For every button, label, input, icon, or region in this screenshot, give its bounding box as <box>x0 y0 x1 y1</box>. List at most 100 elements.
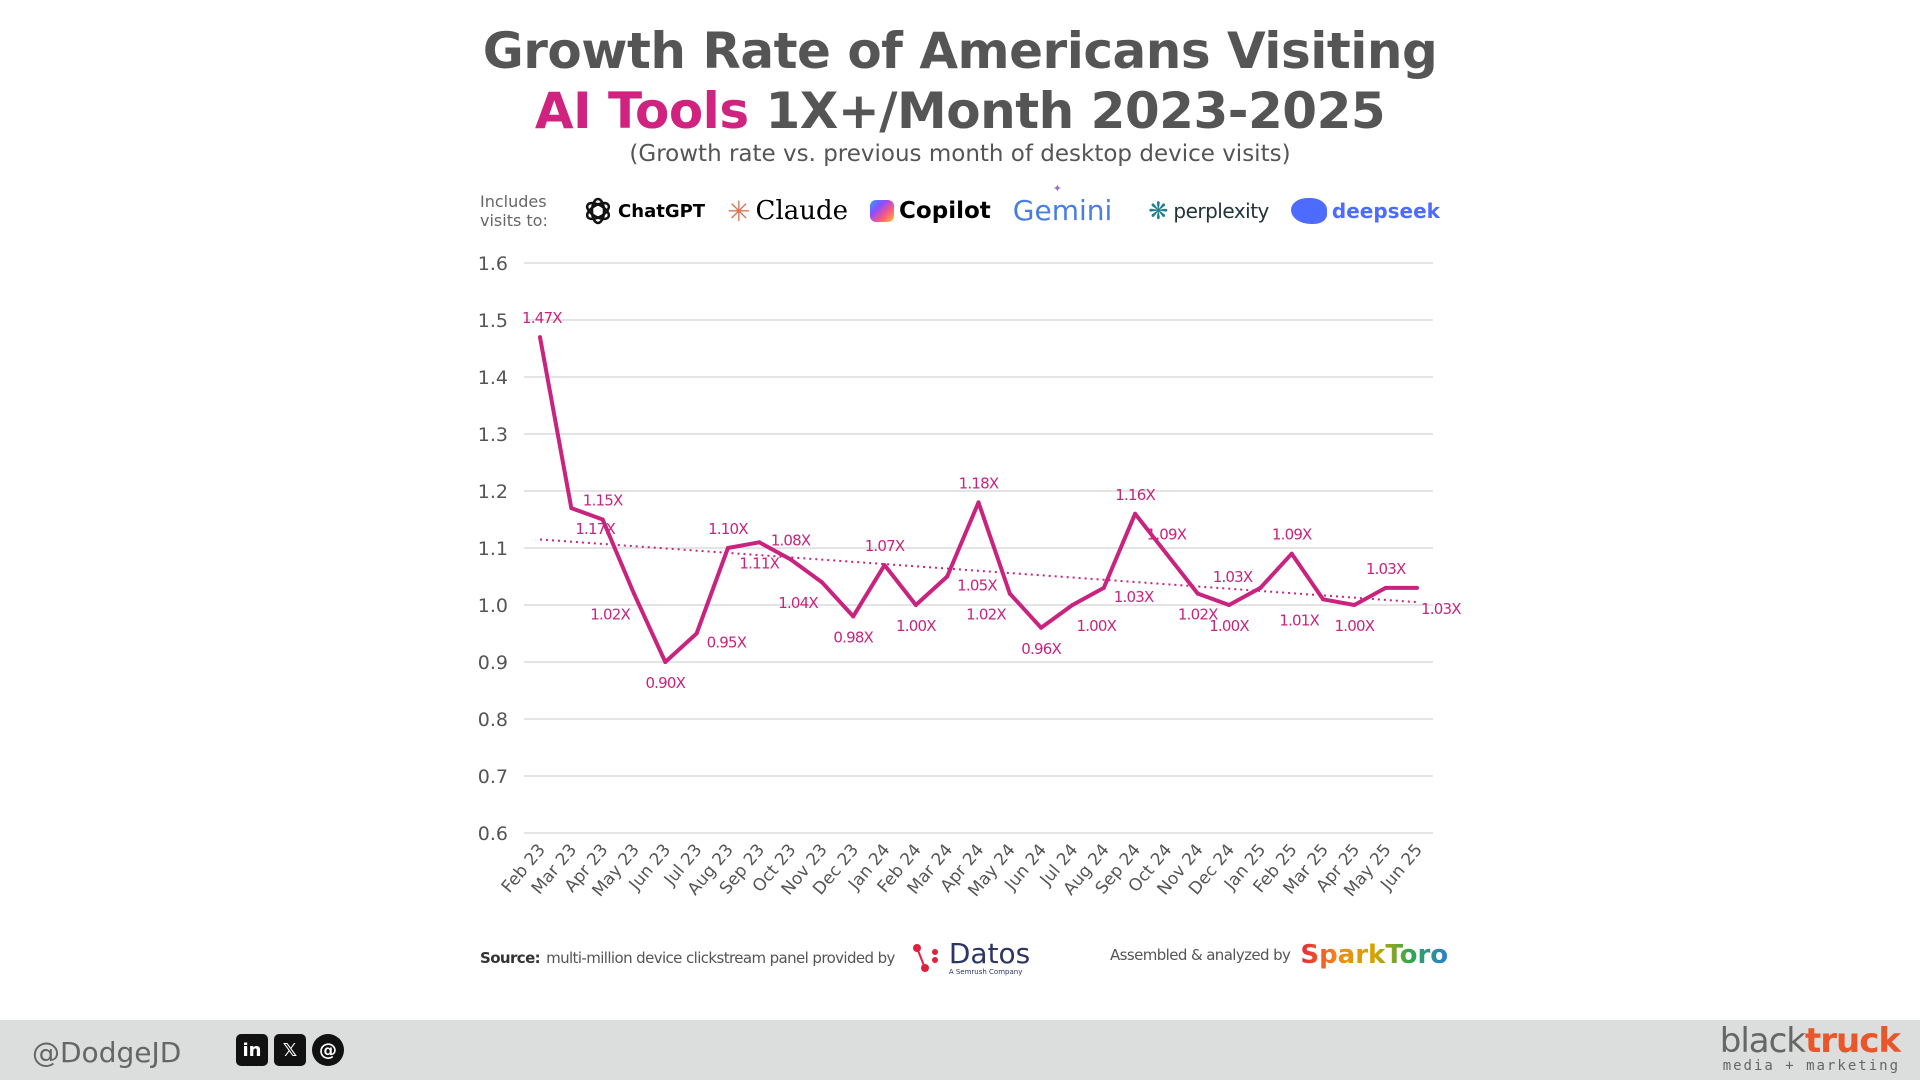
data-label: 1.15X <box>583 492 623 510</box>
y-tick-label: 1.3 <box>478 424 508 446</box>
data-label: 1.10X <box>708 520 748 538</box>
data-point <box>538 335 542 340</box>
y-tick-label: 1.6 <box>478 253 508 275</box>
data-label: 1.11X <box>739 554 779 572</box>
data-label: 1.16X <box>1115 486 1155 504</box>
data-point <box>663 660 668 664</box>
data-label: 1.08X <box>771 531 811 549</box>
logo-chatgpt: ChatGPT <box>583 196 705 226</box>
chart-subtitle: (Growth rate vs. previous month of deskt… <box>629 141 1291 167</box>
chart-title-line2: AI Tools 1X+/Month 2023-2025 <box>0 82 1920 140</box>
y-tick-label: 1.2 <box>478 481 508 503</box>
data-label: 1.03X <box>1213 568 1253 586</box>
data-label: 0.95X <box>707 634 747 652</box>
data-point <box>1007 591 1012 596</box>
source-text: multi-million device clickstream panel p… <box>546 949 895 967</box>
data-label: 1.03X <box>1366 560 1406 578</box>
data-label: 1.47X <box>522 309 562 327</box>
datos-nodes-icon <box>912 944 938 972</box>
data-point <box>788 557 793 562</box>
data-point <box>694 631 699 636</box>
data-label: 1.02X <box>966 606 1006 624</box>
data-point <box>1164 551 1169 556</box>
data-label: 1.18X <box>959 474 999 492</box>
tools-logos-row: Includes visits to: ChatGPT ✳ Claude Copi… <box>480 182 1440 232</box>
y-tick-label: 1.1 <box>478 538 508 560</box>
chart-title-line1: Growth Rate of Americans Visiting <box>482 22 1438 80</box>
data-point <box>913 603 918 607</box>
data-point <box>1070 603 1075 607</box>
data-label: 1.17X <box>575 520 615 538</box>
title-rest: 1X+/Month 2023-2025 <box>748 82 1386 140</box>
includes-label: Includes visits to: <box>480 192 548 230</box>
copilot-icon <box>870 200 895 222</box>
data-point <box>945 574 950 579</box>
data-label: 0.98X <box>833 628 873 646</box>
data-point <box>1352 603 1357 607</box>
assembled-credit: Assembled & analyzed by SparkToro <box>1110 940 1448 970</box>
data-label: 1.03X <box>1421 600 1461 618</box>
gemini-sparkle-icon: ✦ <box>1052 182 1062 195</box>
y-tick-label: 0.7 <box>478 766 508 788</box>
claude-asterisk-icon: ✳ <box>727 194 751 228</box>
data-label: 1.00X <box>1076 617 1116 635</box>
data-point <box>1289 551 1294 556</box>
logo-copilot: Copilot <box>870 198 991 224</box>
data-point <box>1195 591 1200 596</box>
data-label: 1.09X <box>1147 526 1187 544</box>
openai-icon <box>585 197 611 225</box>
title-accent: AI Tools <box>534 82 749 140</box>
y-tick-label: 0.9 <box>478 652 508 674</box>
blacktruck-logo: blacktruck media + marketing <box>1719 1021 1901 1074</box>
logo-deepseek: deepseek <box>1290 198 1440 224</box>
source-label: Source: <box>480 949 541 967</box>
data-point <box>569 506 574 511</box>
deepseek-whale-icon <box>1290 198 1327 224</box>
data-point <box>1383 585 1388 590</box>
data-label: 1.02X <box>590 606 630 624</box>
social-icons: in 𝕏 @ <box>236 1034 344 1066</box>
y-tick-label: 0.6 <box>478 823 508 845</box>
data-label: 1.07X <box>865 537 905 555</box>
author-handle: @DodgeJD <box>32 1036 182 1069</box>
data-label: 1.05X <box>957 577 997 595</box>
data-point <box>882 563 887 568</box>
data-label: 1.00X <box>896 617 936 635</box>
linkedin-icon[interactable]: in <box>236 1034 268 1066</box>
data-label: 1.09X <box>1272 526 1312 544</box>
y-tick-label: 1.0 <box>478 595 508 617</box>
data-label: 1.02X <box>1178 606 1218 624</box>
logo-claude: ✳ Claude <box>727 194 849 228</box>
data-point <box>1101 585 1106 590</box>
data-point <box>1415 585 1419 590</box>
data-point <box>757 540 762 545</box>
data-point <box>851 614 856 619</box>
data-label: 1.00X <box>1335 617 1375 635</box>
data-point <box>600 517 605 522</box>
y-tick-label: 1.5 <box>478 310 508 332</box>
threads-icon[interactable]: @ <box>312 1034 344 1066</box>
data-label: 0.90X <box>645 674 685 692</box>
data-point <box>631 591 636 596</box>
data-label: 0.96X <box>1021 640 1061 658</box>
data-point <box>819 580 824 585</box>
x-icon[interactable]: 𝕏 <box>274 1034 306 1066</box>
perplexity-icon: ❋ <box>1148 197 1169 225</box>
data-label: 1.00X <box>1209 617 1249 635</box>
bottom-bar: @DodgeJD in 𝕏 @ blacktruck media + marke… <box>0 1020 1920 1080</box>
logo-perplexity: ❋ perplexity <box>1148 197 1269 225</box>
sparktoro-logo: SparkToro <box>1300 940 1449 970</box>
data-label: 1.01X <box>1279 611 1319 629</box>
data-point <box>1039 625 1044 630</box>
data-label: 1.04X <box>778 594 818 612</box>
data-point <box>1321 597 1326 602</box>
logo-gemini: Gemini ✦ <box>1012 182 1113 227</box>
data-point <box>1258 585 1263 590</box>
data-point <box>1133 511 1138 516</box>
y-tick-label: 0.8 <box>478 709 508 731</box>
data-point <box>725 546 730 550</box>
data-point <box>1227 603 1232 607</box>
y-tick-label: 1.4 <box>478 367 508 389</box>
datos-logo: Datos A Semrush Company <box>911 940 1030 976</box>
